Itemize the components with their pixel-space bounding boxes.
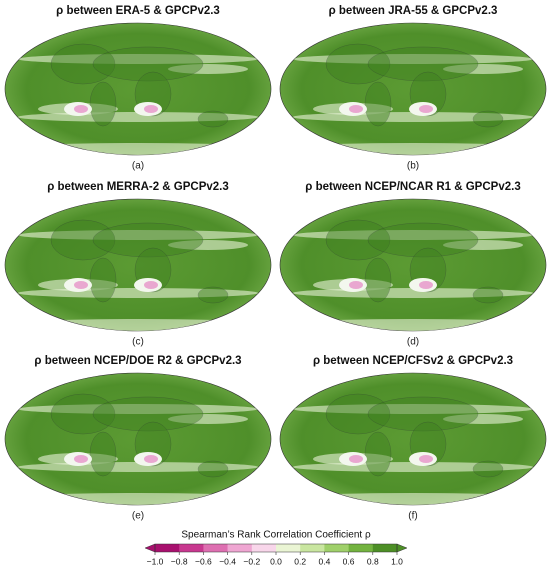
- colorbar-tick-label: 0.6: [343, 556, 355, 566]
- panel-label: (a): [132, 161, 144, 172]
- pink-patch: [74, 455, 88, 463]
- continent: [367, 396, 479, 432]
- panel-label: (f): [408, 511, 417, 522]
- light-band: [443, 240, 523, 250]
- colorbar-bin: [251, 544, 277, 552]
- pink-patch: [349, 281, 363, 289]
- continent: [472, 460, 504, 478]
- continent: [364, 257, 392, 303]
- panel-label: (e): [132, 511, 144, 522]
- light-band: [168, 240, 248, 250]
- map-panel: ρ between NCEP/DOE R2 & GPCPv2.3 (e): [4, 355, 272, 522]
- panel-title: ρ between ERA-5 & GPCPv2.3: [56, 5, 220, 17]
- colorbar-bin: [348, 544, 374, 552]
- pink-patch: [419, 455, 433, 463]
- continent: [89, 431, 117, 477]
- continent: [92, 46, 204, 82]
- light-band: [443, 414, 523, 424]
- light-band: [5, 319, 271, 331]
- continent: [325, 219, 391, 261]
- continent: [367, 46, 479, 82]
- panel-label: (c): [132, 337, 144, 348]
- colorbar-tick-label: 0.2: [294, 556, 306, 566]
- light-band: [280, 493, 546, 505]
- pink-patch: [144, 281, 158, 289]
- map-texture: [280, 43, 546, 155]
- map-panel: ρ between JRA-55 & GPCPv2.3 (b): [279, 5, 547, 172]
- pink-patch: [144, 105, 158, 113]
- light-band: [18, 54, 258, 64]
- light-band: [293, 54, 533, 64]
- light-band: [293, 404, 533, 414]
- continent: [367, 222, 479, 258]
- pink-patch: [349, 105, 363, 113]
- light-band: [293, 230, 533, 240]
- colorbar-tick-label: −0.2: [243, 556, 260, 566]
- colorbar-bin: [276, 544, 301, 552]
- colorbar-tick-label: 0.8: [367, 556, 379, 566]
- pink-patch: [144, 455, 158, 463]
- panel-title: ρ between MERRA-2 & GPCPv2.3: [47, 181, 229, 193]
- continent: [50, 393, 116, 435]
- colorbar-bin: [155, 544, 180, 552]
- colorbar-bin: [179, 544, 204, 552]
- colorbar-bin: [203, 544, 228, 552]
- continent: [92, 222, 204, 258]
- light-band: [18, 404, 258, 414]
- continent: [364, 431, 392, 477]
- light-band: [168, 414, 248, 424]
- colorbar-tick-label: 0.0: [270, 556, 282, 566]
- light-band: [18, 230, 258, 240]
- map-panel: ρ between ERA-5 & GPCPv2.3 (a): [4, 5, 272, 172]
- pink-patch: [74, 281, 88, 289]
- continent: [197, 110, 229, 128]
- colorbar-tick-label: −0.6: [195, 556, 212, 566]
- pink-patch: [419, 105, 433, 113]
- panel-title: ρ between JRA-55 & GPCPv2.3: [329, 5, 498, 17]
- light-band: [280, 143, 546, 155]
- colorbar-label: Spearman’s Rank Correlation Coefficient …: [181, 530, 371, 541]
- continent: [197, 460, 229, 478]
- light-band: [280, 319, 546, 331]
- pink-patch: [349, 455, 363, 463]
- map-panel: ρ between NCEP/CFSv2 & GPCPv2.3 (f): [279, 355, 547, 522]
- light-band: [443, 64, 523, 74]
- continent: [50, 43, 116, 85]
- map-panel: ρ between MERRA-2 & GPCPv2.3 (c): [4, 181, 272, 348]
- continent: [89, 81, 117, 127]
- continent: [472, 110, 504, 128]
- continent: [325, 393, 391, 435]
- continent: [89, 257, 117, 303]
- colorbar-extend: [396, 543, 408, 553]
- continent: [50, 219, 116, 261]
- continent: [472, 286, 504, 304]
- colorbar-tick-label: −0.4: [219, 556, 236, 566]
- light-band: [168, 64, 248, 74]
- panel-title: ρ between NCEP/NCAR R1 & GPCPv2.3: [305, 181, 520, 193]
- continent: [92, 396, 204, 432]
- colorbar-bin: [300, 544, 325, 552]
- panel-label: (b): [407, 161, 419, 172]
- colorbar-tick-label: −0.8: [171, 556, 188, 566]
- light-band: [5, 143, 271, 155]
- colorbar-bin: [324, 544, 349, 552]
- pink-patch: [419, 281, 433, 289]
- panel-title: ρ between NCEP/DOE R2 & GPCPv2.3: [34, 355, 241, 367]
- panel-title: ρ between NCEP/CFSv2 & GPCPv2.3: [313, 355, 513, 367]
- continent: [197, 286, 229, 304]
- colorbar-tick-label: 1.0: [391, 556, 403, 566]
- colorbar-bin: [227, 544, 253, 552]
- continent: [364, 81, 392, 127]
- panel-label: (d): [407, 337, 419, 348]
- colorbar-tick-label: 0.4: [318, 556, 330, 566]
- map-panel: ρ between NCEP/NCAR R1 & GPCPv2.3 (d): [279, 181, 547, 348]
- continent: [325, 43, 391, 85]
- colorbar-bin: [372, 544, 398, 552]
- light-band: [5, 493, 271, 505]
- pink-patch: [74, 105, 88, 113]
- colorbar-extend: [144, 543, 156, 553]
- colorbar-tick-label: −1.0: [147, 556, 164, 566]
